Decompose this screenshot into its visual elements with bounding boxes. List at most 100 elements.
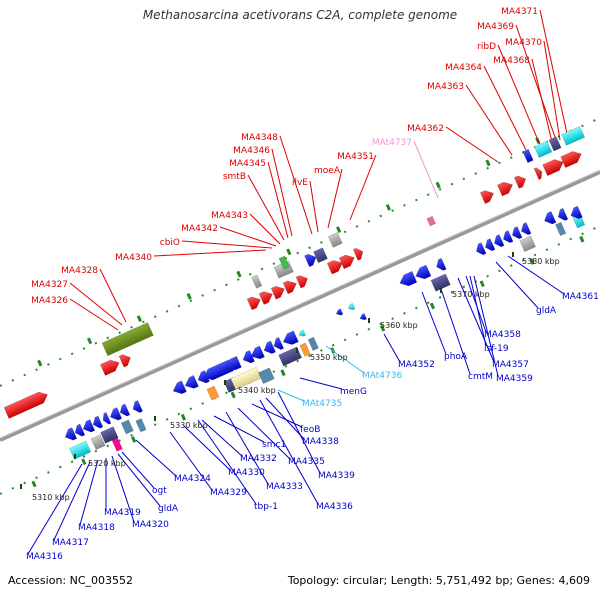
gene-feature [258,291,273,305]
gene-feature [494,234,505,248]
label-leader-line [413,140,439,199]
label-leader-line [117,453,161,507]
forward-gene-label: MA4368 [493,56,530,66]
label-leader-line [79,459,99,526]
label-leader-line [299,377,343,390]
label-leader-line [279,135,313,235]
tick-mark [485,159,491,167]
gene-feature [251,274,263,289]
gene-feature [278,255,290,270]
label-leader-line [309,180,319,233]
reverse-gene-label: isf-19 [484,344,509,354]
label-leader-line [271,148,293,237]
tick-mark [335,226,342,233]
gene-feature [120,419,134,435]
tick-mark [479,280,485,288]
gene-feature [101,322,154,357]
gene-feature [522,148,534,163]
gene-feature [497,181,513,197]
label-leader-line [153,249,267,257]
label-leader-line [277,391,321,474]
label-leader-line [497,44,541,146]
tick-mark [131,436,137,443]
forward-gene-label: MA4328 [61,266,98,276]
label-leader-line [183,425,231,471]
tick-mark [136,315,142,322]
label-leader-line [213,415,265,443]
scale-label: 5350 kbp [310,353,348,362]
forward-gene-label: MA4340 [115,253,152,263]
tick-mark [380,324,386,332]
forward-gene-label: MAt4737 [372,138,412,148]
scale-label: 5330 kbp [170,421,208,430]
label-leader-line [383,333,401,363]
genome-backbone [0,170,600,442]
label-leader-line [69,298,119,331]
reverse-gene-label: MA4358 [484,330,521,340]
label-leader-line [219,226,277,247]
label-leader-line [197,419,257,505]
gene-feature [109,407,123,421]
reverse-gene-label: MA4332 [240,454,277,464]
tick-mark [579,235,585,243]
scale-label: 5310 kbp [32,493,70,502]
gene-feature [399,270,418,287]
label-leader-line [421,291,447,355]
label-leader-line [465,84,513,156]
reverse-gene-label: cmtM [468,372,493,382]
scale-tick [20,484,22,489]
gene-feature [92,415,104,429]
gene-feature [74,423,86,437]
label-leader-line [439,285,471,375]
gene-feature [111,437,123,452]
reverse-gene-label: MA4329 [210,488,247,498]
gene-feature [263,340,276,354]
gene-feature [69,440,92,460]
gene-feature [172,380,187,395]
reverse-gene-label: MA4339 [318,471,355,481]
gene-feature [533,167,543,180]
gene-feature [519,235,536,252]
tick-mark [180,413,187,421]
gene-feature [282,330,299,345]
reverse-gene-label: MA4361 [562,292,599,302]
label-leader-line [465,275,487,333]
scale-tick [440,288,442,293]
label-leader-line [483,65,527,151]
gene-feature [258,367,275,385]
gene-feature [100,359,120,376]
gene-feature [555,221,567,237]
reverse-gene-label: MA4352 [398,360,435,370]
gene-feature [82,419,96,433]
reverse-gene-label: MA4318 [78,523,115,533]
gene-feature [485,238,496,252]
gene-feature [206,385,220,401]
gene-feature [327,232,343,248]
label-leader-line [201,419,243,457]
scale-tick [224,380,226,385]
gene-feature [557,207,569,221]
forward-gene-label: MA4369 [477,22,514,32]
forward-gene-label: MA4363 [427,82,464,92]
tick-mark [186,293,192,300]
forward-gene-label: MA4346 [233,146,270,156]
forward-track-outer [0,117,600,387]
gene-feature [64,427,78,441]
genome-summary-text: Topology: circular; Length: 5,751,492 bp… [287,574,590,587]
forward-gene-label: MA4348 [241,133,278,143]
label-leader-line [515,24,557,141]
gene-feature [184,375,199,389]
label-leader-line [225,411,269,485]
forward-gene-label: moeA [314,166,341,176]
gene-feature [426,215,436,227]
gene-feature [102,412,112,425]
reverse-gene-label: MA4335 [288,457,325,467]
gene-feature [560,151,582,169]
gene-feature [561,125,585,146]
forward-gene-label: MA4364 [445,63,482,73]
label-leader-line [325,345,365,374]
scale-tick [296,348,298,353]
accession-text: Accession: NC_003552 [8,574,134,587]
scale-label: 5360 kbp [380,321,418,330]
